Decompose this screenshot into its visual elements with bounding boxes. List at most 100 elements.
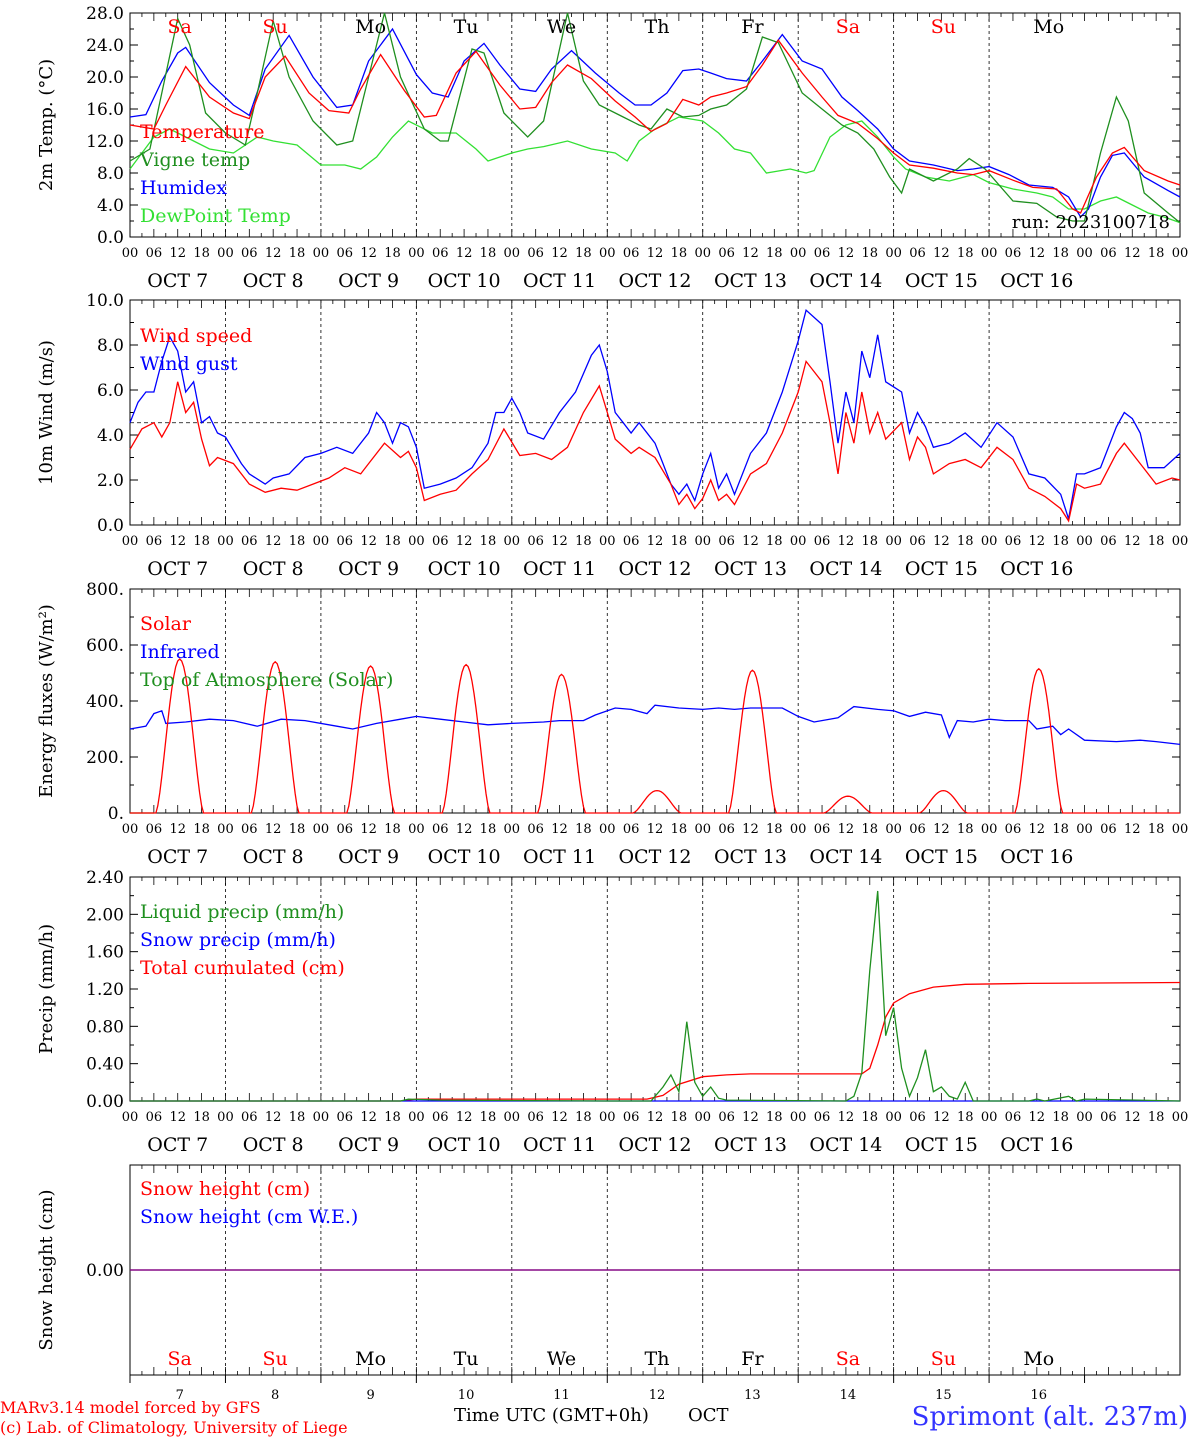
day-number: 12 <box>649 1388 666 1403</box>
hour-label: 12 <box>1124 822 1141 837</box>
y-tick-label: 0.0 <box>97 516 124 536</box>
series-line-infrared <box>129 704 1181 746</box>
day-number: 14 <box>840 1388 857 1403</box>
hour-label: 06 <box>909 822 926 837</box>
hour-label: 18 <box>193 534 210 549</box>
hour-label: 00 <box>885 246 902 261</box>
hour-label: 06 <box>623 246 640 261</box>
day-header: OCT 13 <box>714 558 787 580</box>
y-tick-label: 400. <box>86 692 124 712</box>
hour-label: 00 <box>217 246 234 261</box>
hour-label: 00 <box>790 246 807 261</box>
hour-label: 18 <box>289 1110 306 1125</box>
hour-label: 12 <box>647 822 664 837</box>
hour-label: 18 <box>671 246 688 261</box>
weekday-label-bottom: Fr <box>741 1348 764 1370</box>
y-tick-label: 4.0 <box>97 196 124 216</box>
hour-label: 18 <box>384 822 401 837</box>
day-number: 9 <box>366 1388 374 1403</box>
hour-label: 06 <box>432 246 449 261</box>
y-tick-label: 24.0 <box>86 36 124 56</box>
panel-frame-1 <box>129 299 1181 526</box>
hour-label: 18 <box>193 822 210 837</box>
weekday-label: Tu <box>454 16 479 38</box>
hour-label: 06 <box>146 822 163 837</box>
series-line-wind-gust <box>129 308 1181 520</box>
weekday-label-bottom: We <box>547 1348 576 1370</box>
hour-label: 18 <box>861 1110 878 1125</box>
hour-label: 00 <box>790 1110 807 1125</box>
hour-label: 18 <box>957 534 974 549</box>
day-header: OCT 13 <box>714 270 787 292</box>
day-header: OCT 9 <box>338 846 399 868</box>
hour-label: 06 <box>241 246 258 261</box>
hour-label: 18 <box>766 1110 783 1125</box>
legend-entry: Temperature <box>140 121 264 143</box>
legend-entry: Liquid precip (mm/h) <box>140 901 344 923</box>
hour-label: 06 <box>814 534 831 549</box>
weekday-label-bottom: Tu <box>454 1348 479 1370</box>
day-header: OCT 11 <box>523 270 596 292</box>
hour-label: 00 <box>1076 822 1093 837</box>
hour-label: 06 <box>718 1110 735 1125</box>
hour-label: 06 <box>336 1110 353 1125</box>
hour-label: 12 <box>838 822 855 837</box>
y-tick-label: 12.0 <box>86 132 124 152</box>
weekday-label-bottom: Th <box>645 1348 670 1370</box>
day-number: 8 <box>271 1388 279 1403</box>
legend-entry: Humidex <box>140 177 227 199</box>
day-header: OCT 9 <box>338 558 399 580</box>
series-line-liquid-precip-mm-h- <box>130 890 1181 1102</box>
y-tick-label: 10.0 <box>86 291 124 311</box>
day-header: OCT 10 <box>428 1134 501 1156</box>
hour-label: 12 <box>838 246 855 261</box>
hour-label: 00 <box>313 246 330 261</box>
hour-label: 18 <box>1148 534 1165 549</box>
hour-label: 00 <box>217 822 234 837</box>
hour-label: 06 <box>909 1110 926 1125</box>
hour-label: 12 <box>1029 246 1046 261</box>
hour-label: 18 <box>861 534 878 549</box>
footer-model: MARv3.14 model forced by GFS <box>0 1398 261 1417</box>
hour-label: 06 <box>909 246 926 261</box>
hour-label: 18 <box>1148 822 1165 837</box>
hour-label: 06 <box>241 1110 258 1125</box>
hour-label: 12 <box>265 1110 282 1125</box>
hour-label: 00 <box>313 534 330 549</box>
hour-label: 06 <box>814 246 831 261</box>
weekday-label: Mo <box>1033 16 1064 38</box>
y-tick-label: 0.0 <box>97 228 124 248</box>
day-header: OCT 15 <box>905 270 978 292</box>
hour-label: 12 <box>1124 1110 1141 1125</box>
hour-label: 12 <box>551 1110 568 1125</box>
y-tick-label: 6.0 <box>97 381 124 401</box>
hour-label: 12 <box>742 822 759 837</box>
y-tick-label: 2.00 <box>86 905 124 925</box>
legend-entry: DewPoint Temp <box>140 205 291 227</box>
y-tick-label: 16.0 <box>86 100 124 120</box>
hour-label: 12 <box>647 1110 664 1125</box>
hour-label: 00 <box>1076 1110 1093 1125</box>
hour-label: 18 <box>575 822 592 837</box>
hour-label: 12 <box>169 822 186 837</box>
day-header: OCT 12 <box>618 1134 691 1156</box>
day-header: OCT 12 <box>618 270 691 292</box>
legend-entry: Snow precip (mm/h) <box>140 929 336 951</box>
hour-label: 18 <box>861 246 878 261</box>
day-header: OCT 8 <box>243 270 304 292</box>
day-header: OCT 14 <box>809 558 882 580</box>
hour-label: 06 <box>1100 1110 1117 1125</box>
hour-label: 18 <box>289 534 306 549</box>
hour-label: 12 <box>742 246 759 261</box>
hour-label: 00 <box>981 1110 998 1125</box>
hour-label: 12 <box>1029 1110 1046 1125</box>
hour-label: 00 <box>694 822 711 837</box>
y-tick-label: 0. <box>108 804 124 824</box>
hour-label: 06 <box>1100 534 1117 549</box>
hour-label: 00 <box>1076 534 1093 549</box>
hour-label: 12 <box>838 1110 855 1125</box>
hour-label: 06 <box>623 1110 640 1125</box>
day-header: OCT 8 <box>243 558 304 580</box>
hour-label: 00 <box>1172 1110 1189 1125</box>
hour-label: 18 <box>480 534 497 549</box>
